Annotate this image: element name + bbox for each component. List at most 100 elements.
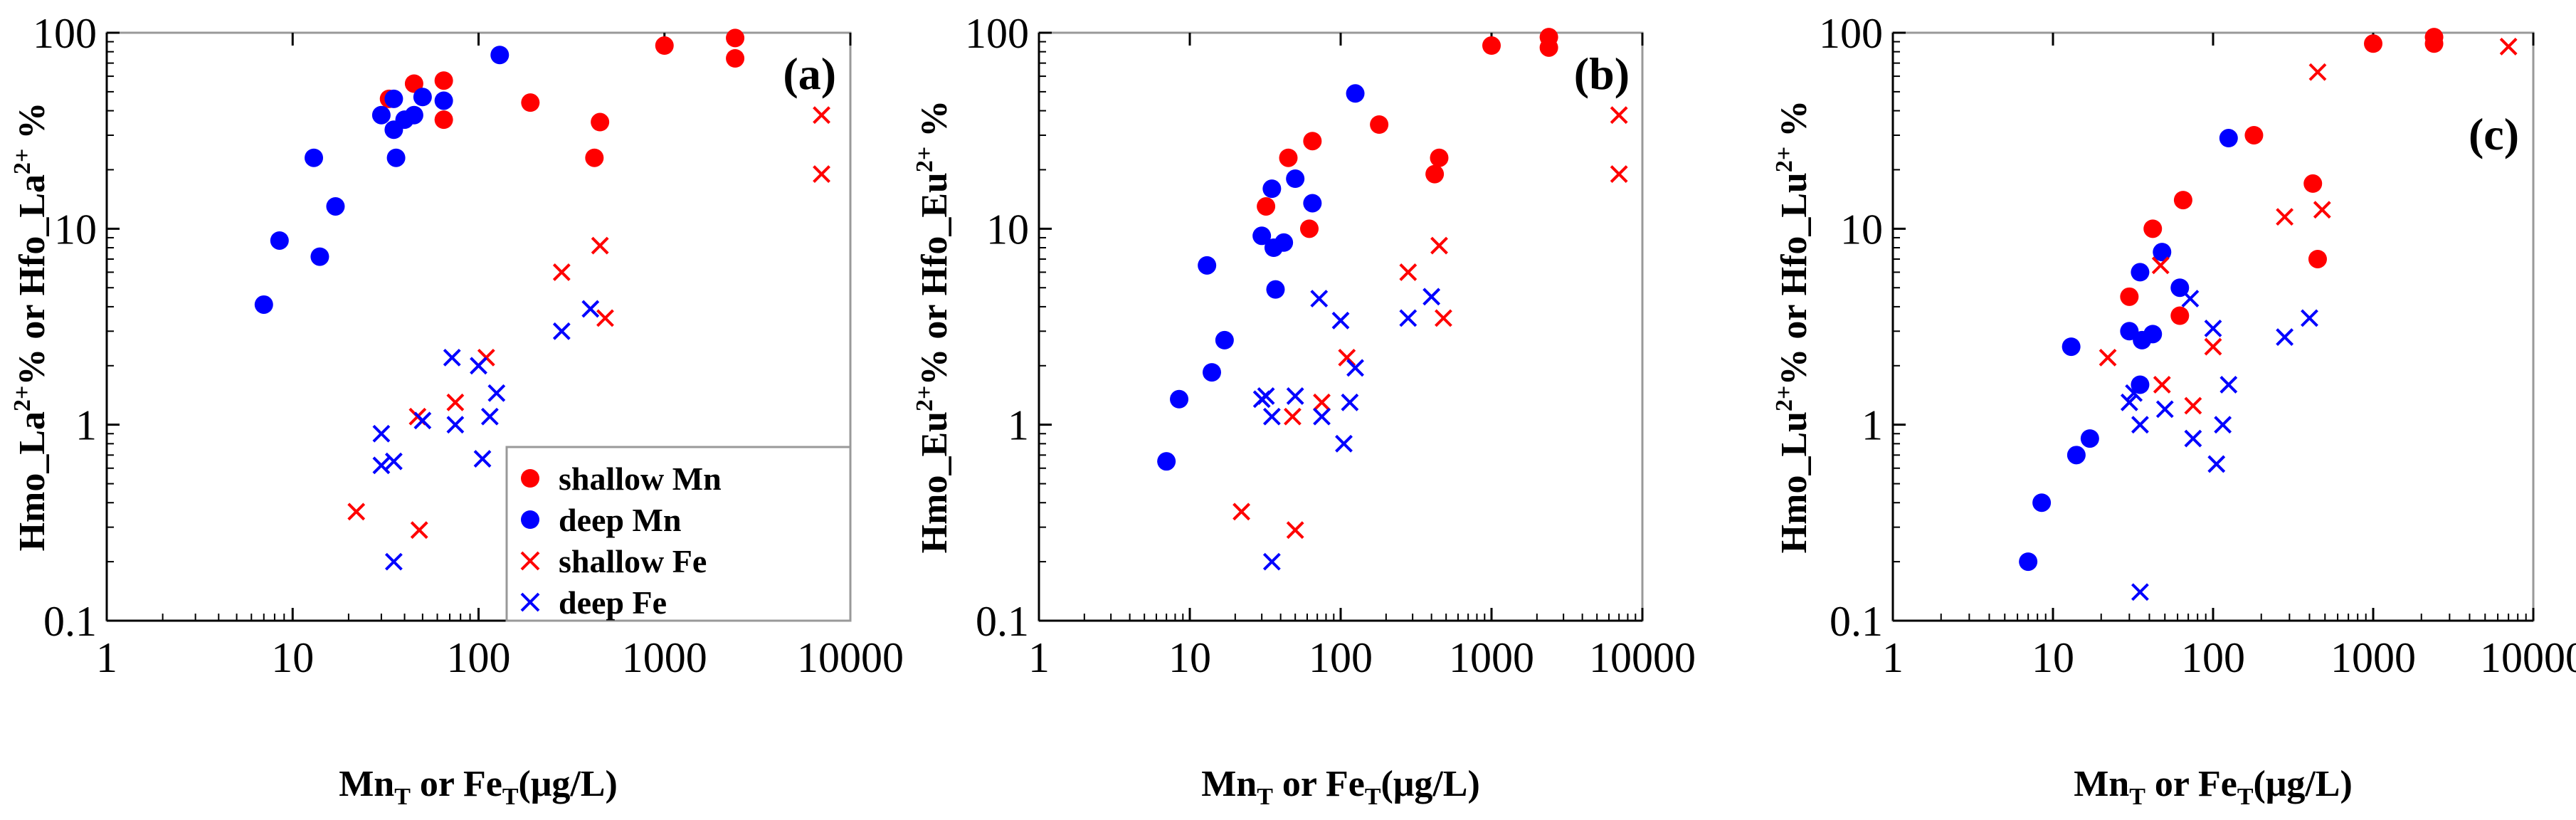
point-a-deep-mn-12 — [434, 91, 453, 110]
x-tick-label-1: 1 — [1028, 634, 1050, 681]
point-b-deep-mn-9 — [1274, 233, 1294, 252]
point-c-deep-fe-3 — [2131, 583, 2149, 601]
point-c-shallow-fe-5 — [2276, 208, 2294, 226]
legend-label-shallow-mn: shallow Mn — [559, 461, 722, 497]
x-tick-label-1: 1 — [96, 634, 117, 681]
legend-label-deep-mn: deep Mn — [559, 502, 682, 538]
x-tick-label-10000: 10000 — [797, 634, 904, 681]
legend-marker-shallow-fe — [520, 551, 540, 571]
panel-c-xlabel-fe: or Fe — [2145, 764, 2237, 804]
x-tick-label-10000: 10000 — [1589, 634, 1696, 681]
point-c-deep-fe-5 — [2181, 290, 2200, 308]
legend-label-shallow-fe: shallow Fe — [559, 543, 707, 579]
y-tick-label-10: 10 — [54, 206, 97, 253]
point-c-deep-mn-6 — [2131, 263, 2150, 282]
panel-a-xlabel-fe: or Fe — [411, 764, 502, 804]
point-c-shallow-fe-1 — [2151, 256, 2170, 275]
point-c-shallow-mn-3 — [2173, 191, 2192, 210]
point-c-shallow-mn-6 — [2308, 249, 2327, 268]
point-b-deep-mn-3 — [1202, 363, 1221, 382]
point-c-deep-fe-8 — [2207, 455, 2226, 473]
point-b-deep-mn-12 — [1346, 84, 1365, 103]
panel-c-ylabel-part3: % — [1774, 100, 1815, 147]
y-tick-label-10: 10 — [986, 206, 1029, 253]
x-tick-label-1000: 1000 — [1449, 634, 1534, 681]
panel-c-xlabel-unit: (μg/L) — [2254, 764, 2353, 804]
point-a-shallow-mn-1 — [404, 74, 423, 93]
x-tick-label-100: 100 — [2181, 634, 2245, 681]
point-a-deep-fe-2 — [384, 452, 403, 471]
point-b-shallow-fe-0 — [1232, 503, 1251, 521]
point-c-deep-fe-7 — [2204, 319, 2222, 337]
y-tick-label-100: 100 — [33, 10, 97, 57]
point-b-deep-fe-1 — [1257, 387, 1275, 405]
panel-c-xlabel-mn: Mn — [2074, 764, 2129, 804]
point-b-deep-mn-2 — [1198, 256, 1217, 275]
panel-c-ylabel-part2: % or Hfo_Lu — [1774, 172, 1815, 386]
point-b-shallow-mn-9 — [1539, 38, 1558, 57]
point-b-shallow-mn-7 — [1482, 36, 1501, 56]
panel-a-ylabel-part2: % or Hfo_La — [12, 174, 53, 386]
panel-b-tag: (b) — [1574, 48, 1630, 99]
point-a-deep-mn-10 — [404, 105, 423, 125]
point-b-shallow-fe-9 — [1610, 165, 1628, 183]
point-b-deep-fe-7 — [1331, 311, 1350, 330]
point-c-shallow-mn-9 — [2424, 34, 2444, 53]
point-b-deep-fe-5 — [1310, 290, 1329, 308]
x-tick-label-100: 100 — [447, 634, 511, 681]
point-b-shallow-mn-1 — [1279, 148, 1298, 167]
y-tick-label-0.1: 0.1 — [1830, 598, 1883, 645]
panel-c-xlabel-sub1: T — [2129, 784, 2145, 810]
point-a-deep-fe-7 — [470, 357, 487, 375]
point-a-shallow-fe-3 — [446, 393, 465, 411]
legend-marker-shallow-mn — [521, 469, 539, 488]
point-c-deep-fe-1 — [2125, 384, 2143, 402]
point-b-shallow-mn-4 — [1370, 115, 1389, 134]
point-c-shallow-mn-0 — [2120, 287, 2139, 306]
x-tick-label-10: 10 — [2032, 634, 2074, 681]
point-b-deep-fe-9 — [1341, 393, 1359, 411]
y-tick-label-1: 1 — [75, 402, 97, 449]
x-tick-label-1: 1 — [1882, 634, 1904, 681]
point-c-deep-mn-12 — [2219, 129, 2238, 148]
point-b-deep-mn-6 — [1262, 179, 1282, 199]
point-c-deep-fe-12 — [2301, 309, 2318, 327]
point-a-shallow-mn-4 — [521, 93, 540, 112]
point-c-shallow-fe-2 — [2153, 376, 2171, 394]
point-b-shallow-mn-3 — [1303, 132, 1322, 151]
legend-entry-shallow-fe: shallow Fe — [520, 543, 707, 579]
panel-b-xlabel-sub2: T — [1365, 784, 1381, 810]
point-b-deep-fe-4 — [1286, 387, 1304, 405]
point-c-shallow-fe-8 — [2499, 38, 2518, 56]
point-b-deep-mn-4 — [1215, 330, 1234, 349]
point-a-deep-mn-2 — [305, 148, 324, 167]
y-tick-label-0.1: 0.1 — [976, 598, 1029, 645]
point-c-deep-mn-1 — [2032, 493, 2052, 512]
panel-b-x-axis-title: MnT or FeT(μg/L) — [1201, 764, 1480, 810]
legend-entry-deep-fe: deep Fe — [520, 584, 667, 621]
panel-c-ylabel-sup1: 2+ — [1771, 386, 1798, 411]
point-c-deep-mn-4 — [2080, 429, 2099, 448]
point-b-shallow-fe-7 — [1435, 309, 1452, 327]
legend-entry-shallow-mn: shallow Mn — [521, 461, 722, 497]
point-a-shallow-mn-3 — [434, 110, 453, 130]
panel-a-ylabel-sup1: 2+ — [9, 386, 36, 411]
y-tick-label-100: 100 — [1819, 10, 1883, 57]
point-b-deep-mn-0 — [1157, 452, 1176, 471]
point-b-deep-fe-12 — [1422, 288, 1441, 306]
x-tick-label-10000: 10000 — [2480, 634, 2576, 681]
point-a-deep-mn-3 — [310, 247, 329, 266]
point-a-shallow-mn-6 — [591, 112, 610, 132]
point-b-shallow-mn-6 — [1430, 148, 1449, 167]
point-a-deep-fe-8 — [473, 450, 492, 468]
panel-b-ylabel-part2: % or Hfo_Eu — [914, 172, 955, 386]
point-a-deep-fe-3 — [384, 552, 403, 571]
point-b-shallow-fe-3 — [1313, 393, 1331, 411]
point-a-shallow-fe-9 — [813, 165, 830, 183]
x-tick-label-1000: 1000 — [2330, 634, 2416, 681]
